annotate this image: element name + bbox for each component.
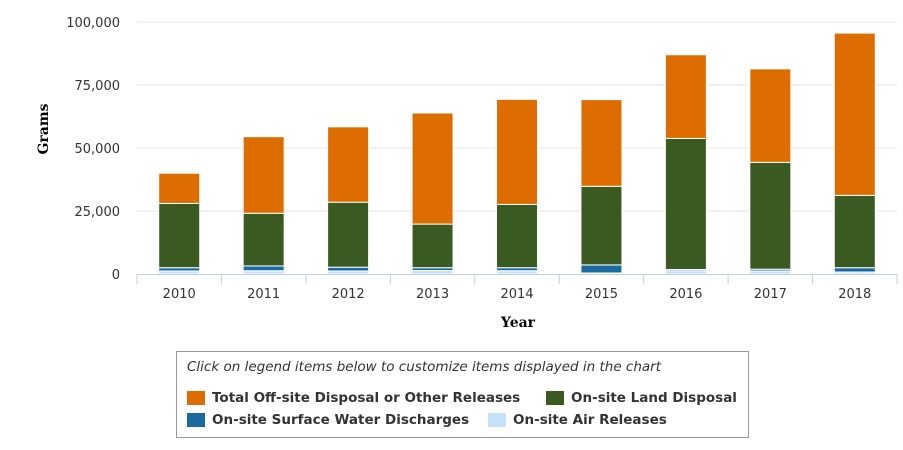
bar-segment[interactable] [580, 185, 623, 266]
bar-segment[interactable] [580, 99, 623, 187]
y-axis-title: Grams [36, 103, 52, 154]
legend-label-offsite: Total Off-site Disposal or Other Release… [212, 390, 521, 406]
legend-swatch-offsite [187, 391, 205, 405]
bar-segment[interactable] [833, 267, 876, 273]
x-tick-label: 2013 [416, 287, 449, 302]
x-tick-label: 2015 [585, 287, 618, 302]
bar-segment[interactable] [833, 32, 876, 196]
legend-box: Click on legend items below to customize… [176, 351, 749, 438]
bar-segment[interactable] [411, 112, 454, 225]
x-tick-label: 2017 [754, 287, 787, 302]
bar-segment[interactable] [833, 194, 876, 269]
stacked-bar-chart: 0 25,000 50,000 75,000 100,000 2010 2011 2012 20… [36, 16, 898, 331]
bar-segment[interactable] [242, 136, 285, 214]
bar-segment[interactable] [411, 223, 454, 269]
x-tick-label: 2018 [838, 287, 871, 302]
x-tick-label: 2011 [247, 287, 280, 302]
legend-label-air: On-site Air Releases [513, 412, 667, 428]
bar-segment[interactable] [158, 202, 201, 269]
legend-swatch-air [488, 413, 506, 427]
legend-label-land: On-site Land Disposal [571, 390, 737, 406]
y-tick-label: 100,000 [66, 16, 120, 31]
bar-segment[interactable] [411, 269, 454, 275]
legend-swatch-land [546, 391, 564, 405]
bar-segment[interactable] [580, 264, 623, 274]
x-tick-label: 2010 [163, 287, 196, 302]
y-tick-label: 50,000 [75, 142, 121, 157]
legend-item-air-releases[interactable]: On-site Air Releases [488, 412, 667, 428]
legend-label-water: On-site Surface Water Discharges [212, 412, 470, 428]
y-tick-label: 0 [112, 268, 120, 283]
bar-segment[interactable] [242, 212, 285, 267]
bar-segment[interactable] [496, 98, 538, 205]
bar-segment[interactable] [327, 266, 370, 272]
bar-segment[interactable] [749, 161, 792, 270]
x-axis-title: Year [500, 315, 536, 331]
y-tick-label: 75,000 [75, 79, 121, 94]
bar-segment[interactable] [158, 172, 201, 204]
legend-item-offsite-disposal[interactable]: Total Off-site Disposal or Other Release… [187, 390, 520, 406]
x-tick-label: 2012 [332, 287, 365, 302]
legend-caption: Click on legend items below to customize… [187, 359, 662, 375]
y-tick-label: 25,000 [75, 205, 121, 220]
bar-segment[interactable] [496, 203, 538, 269]
bar-segment[interactable] [327, 201, 370, 268]
legend-swatch-water [187, 413, 205, 427]
legend-item-surface-water[interactable]: On-site Surface Water Discharges [187, 412, 469, 428]
x-tick-label: 2014 [500, 287, 533, 302]
bar-segment[interactable] [664, 137, 707, 270]
bar-segment[interactable] [242, 265, 285, 272]
legend-item-land-disposal[interactable]: On-site Land Disposal [546, 390, 737, 406]
bar-segment[interactable] [664, 54, 707, 139]
bars [158, 32, 876, 275]
bar-segment[interactable] [327, 126, 370, 203]
bar-segment[interactable] [749, 68, 792, 163]
x-tick-label: 2016 [669, 287, 702, 302]
axes: 0 25,000 50,000 75,000 100,000 2010 2011 2012 20… [66, 16, 898, 302]
